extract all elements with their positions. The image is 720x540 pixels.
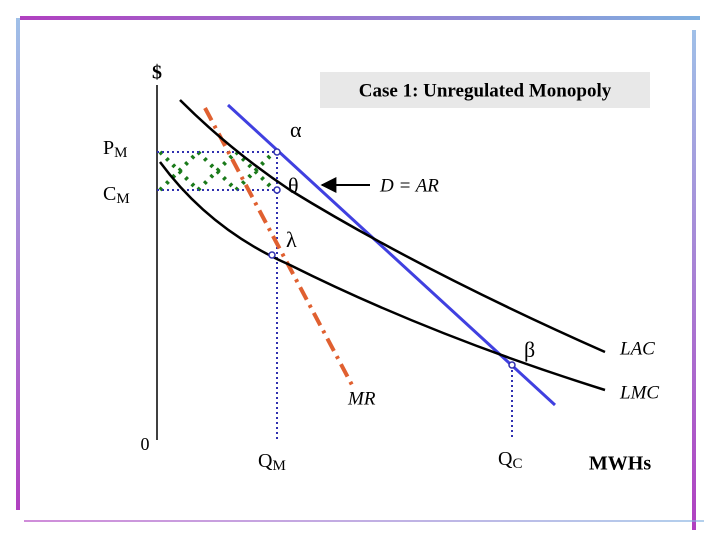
qc-sub: C xyxy=(512,456,522,472)
x-axis-label: MWHs xyxy=(589,453,651,475)
lac-curve xyxy=(179,99,606,354)
mr-curve xyxy=(203,107,354,386)
frame-bottom xyxy=(24,520,704,522)
qm-sub: M xyxy=(272,458,285,474)
frame-left xyxy=(16,18,20,510)
cost-main: C xyxy=(103,183,116,205)
frame-top xyxy=(20,16,700,20)
beta-label: β xyxy=(524,337,535,362)
cost-label: CM xyxy=(103,183,130,208)
lac-label: LAC xyxy=(619,338,655,359)
title: Case 1: Unregulated Monopoly xyxy=(359,80,612,101)
price-label: PM xyxy=(103,137,127,162)
price-sub: M xyxy=(114,145,127,161)
lmc-curve xyxy=(158,161,606,392)
lmc-label: LMC xyxy=(619,382,659,403)
qm-label: QM xyxy=(258,450,286,475)
qc-main: Q xyxy=(498,448,513,470)
mr-label: MR xyxy=(347,388,376,409)
points xyxy=(268,148,516,369)
qc-label: QC xyxy=(498,448,522,473)
guides xyxy=(157,151,513,440)
alpha-label: α xyxy=(290,117,302,142)
y-axis-label: $ xyxy=(152,62,162,84)
lambda-label: λ xyxy=(286,227,297,252)
theta-label: θ xyxy=(288,173,299,198)
demand-label: D = AR xyxy=(379,175,439,196)
frame-right xyxy=(692,30,696,530)
price-main: P xyxy=(103,137,114,159)
qm-main: Q xyxy=(258,450,273,472)
origin-label: 0 xyxy=(141,434,150,454)
cost-sub: M xyxy=(116,191,129,207)
title-box xyxy=(320,72,650,108)
